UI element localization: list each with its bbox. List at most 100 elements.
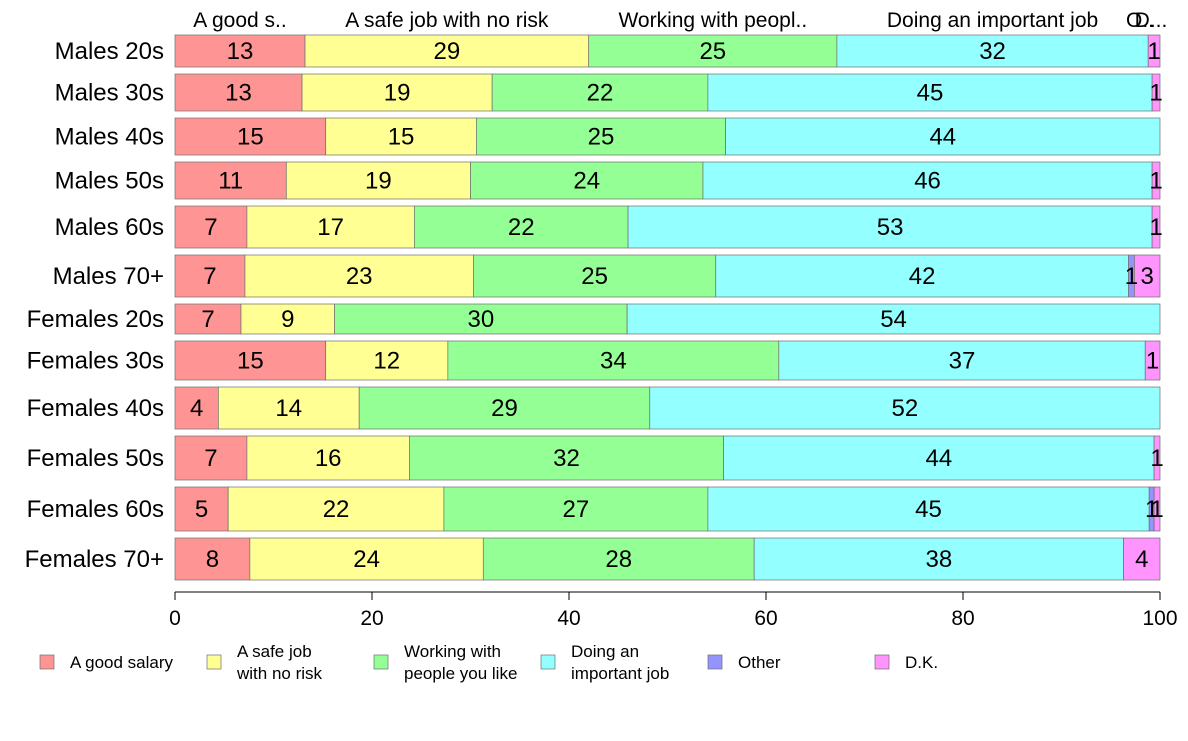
bar-segment xyxy=(443,486,709,532)
data-label: 16 xyxy=(315,445,342,472)
bar-segment xyxy=(1147,34,1161,68)
data-label: 1 xyxy=(1149,168,1162,195)
bar-segment xyxy=(174,386,219,430)
category-label: Males 60s xyxy=(55,214,164,241)
bar-segment xyxy=(246,435,410,481)
data-label: 23 xyxy=(346,263,373,290)
data-label: 7 xyxy=(203,263,216,290)
category-label: Females 70+ xyxy=(25,546,164,573)
bar-segment xyxy=(174,340,327,381)
category-labels-group: Males 20s Males 30s Males 40s Males 50s Male… xyxy=(25,38,164,573)
bar-segment xyxy=(707,73,1153,112)
data-label: 53 xyxy=(877,214,904,241)
bar-segment xyxy=(778,340,1146,381)
bar-segment xyxy=(725,117,1161,156)
legend-swatch xyxy=(206,654,222,670)
x-tick-label: 20 xyxy=(360,607,383,630)
data-label: 22 xyxy=(323,496,350,523)
bar-segment xyxy=(470,161,704,200)
bar-segment xyxy=(723,435,1155,481)
data-label: 22 xyxy=(508,214,535,241)
data-label: 4 xyxy=(1135,546,1148,573)
data-label: 32 xyxy=(979,38,1006,65)
data-label: 1 xyxy=(1146,348,1159,375)
data-label: 52 xyxy=(892,395,919,422)
category-label: Males 50s xyxy=(55,168,164,195)
legend-swatch xyxy=(39,654,55,670)
data-label: 25 xyxy=(699,38,726,65)
bar-segment xyxy=(285,161,471,200)
category-label: Males 30s xyxy=(55,80,164,107)
data-label: 24 xyxy=(353,546,380,573)
bar-segment xyxy=(174,161,287,200)
data-label: 7 xyxy=(201,306,214,333)
legend-swatch xyxy=(373,654,389,670)
bar-segment xyxy=(414,205,629,249)
bar-segment xyxy=(1151,73,1161,112)
data-label: 7 xyxy=(204,214,217,241)
legend-label: Doing an xyxy=(571,642,639,661)
bar-segment xyxy=(301,73,493,112)
legend-label: people you like xyxy=(404,664,517,683)
legend-swatch xyxy=(707,654,723,670)
data-label: 32 xyxy=(553,445,580,472)
data-label: 9 xyxy=(281,306,294,333)
data-label: 14 xyxy=(275,395,302,422)
data-label: 17 xyxy=(317,214,344,241)
data-label: 25 xyxy=(588,124,615,151)
bar-segment xyxy=(649,386,1161,430)
bar-segment xyxy=(244,254,474,298)
bar-segment xyxy=(174,303,242,335)
data-label: 42 xyxy=(909,263,936,290)
data-label: 1 xyxy=(1147,38,1160,65)
data-label: 54 xyxy=(880,306,907,333)
data-label: 11 xyxy=(218,168,243,195)
x-tick-label: 60 xyxy=(754,607,777,630)
top-series-label: A good s.. xyxy=(193,9,286,32)
legend-label: D.K. xyxy=(905,653,938,672)
data-label: 46 xyxy=(914,168,941,195)
data-label: 45 xyxy=(917,80,944,107)
bar-segment xyxy=(707,486,1150,532)
bar-segment xyxy=(174,205,248,249)
top-series-label: Doing an important job xyxy=(887,9,1098,32)
data-label: 1 xyxy=(1149,214,1162,241)
bar-segment xyxy=(174,117,327,156)
bar-segment xyxy=(1153,435,1161,481)
data-label: 15 xyxy=(237,124,264,151)
bar-segment xyxy=(304,34,590,68)
legend-label: with no risk xyxy=(236,664,323,683)
bar-segment xyxy=(836,34,1149,68)
bar-segment xyxy=(409,435,724,481)
legend-label: Other xyxy=(738,653,781,672)
data-label: 24 xyxy=(573,168,600,195)
bar-segment xyxy=(1153,486,1161,532)
data-label: 12 xyxy=(373,348,400,375)
data-label: 27 xyxy=(563,496,590,523)
data-label: 29 xyxy=(434,38,461,65)
data-label: 1 xyxy=(1149,80,1162,107)
bar-segment xyxy=(1144,340,1161,381)
data-label: 13 xyxy=(225,80,252,107)
legend-label: Working with xyxy=(404,642,501,661)
top-series-label: Working with peopl.. xyxy=(618,9,807,32)
data-label: 38 xyxy=(926,546,953,573)
data-label: 19 xyxy=(384,80,411,107)
data-label: 1 xyxy=(1125,263,1138,290)
bar-segment xyxy=(217,386,360,430)
bar-segment xyxy=(174,34,306,68)
bar-segment xyxy=(626,303,1161,335)
bar-segment xyxy=(249,537,484,581)
data-label: 3 xyxy=(1141,263,1154,290)
bar-segment xyxy=(491,73,709,112)
data-label: 8 xyxy=(206,546,219,573)
bar-segment xyxy=(715,254,1129,298)
data-label: 30 xyxy=(467,306,494,333)
category-label: Males 40s xyxy=(55,124,164,151)
bar-segment xyxy=(174,435,248,481)
bar-segment xyxy=(240,303,335,335)
data-label: 45 xyxy=(915,496,942,523)
data-label: 34 xyxy=(600,348,627,375)
data-label: 15 xyxy=(388,124,415,151)
